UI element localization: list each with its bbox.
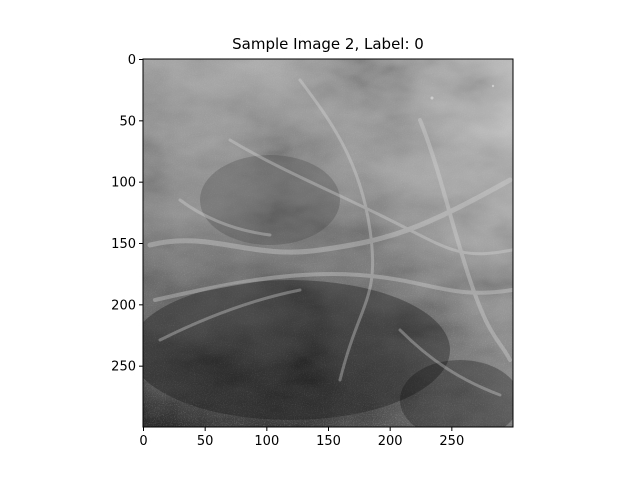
y-tick-label: 200	[111, 298, 136, 313]
mammogram-image	[143, 59, 513, 427]
y-tick-label: 0	[128, 53, 136, 68]
x-tick-label: 0	[139, 434, 147, 449]
x-tick-label: 100	[254, 434, 279, 449]
x-tick-label: 50	[197, 434, 214, 449]
figure-title: Sample Image 2, Label: 0	[232, 35, 424, 53]
y-tick-label: 50	[119, 114, 136, 129]
y-tick-label: 150	[111, 237, 136, 252]
y-tick-label: 100	[111, 176, 136, 191]
x-tick-label: 250	[439, 434, 464, 449]
x-axis: 0 50 100 150 200 250	[139, 427, 464, 449]
y-tick-label: 250	[111, 360, 136, 375]
x-tick-label: 200	[378, 434, 403, 449]
y-axis: 0 50 100 150 200 250	[111, 53, 143, 375]
x-tick-label: 150	[316, 434, 341, 449]
